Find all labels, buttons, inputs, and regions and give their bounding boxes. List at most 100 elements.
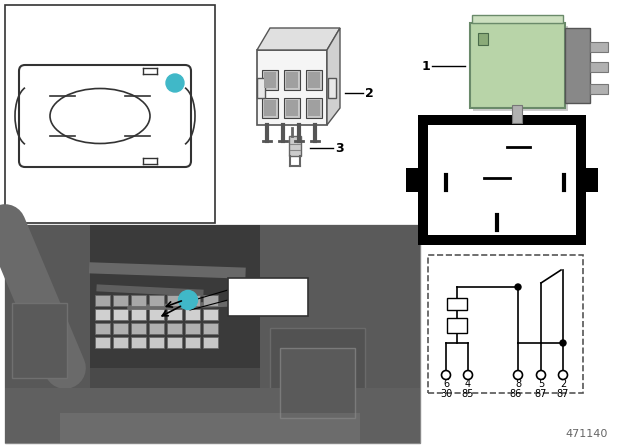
Bar (131, 295, 146, 306)
Bar (131, 309, 146, 320)
Bar (428, 125, 576, 235)
Polygon shape (327, 28, 340, 125)
Circle shape (166, 74, 184, 92)
Text: 30: 30 (435, 168, 445, 177)
Text: 3: 3 (335, 142, 343, 155)
Bar (308, 72, 320, 88)
Bar (284, 70, 300, 90)
Text: 2: 2 (560, 379, 566, 389)
Bar (167, 295, 182, 306)
Bar (5, 225, 420, 443)
Bar (586, 168, 598, 192)
Text: 87: 87 (511, 134, 523, 143)
Bar (306, 70, 322, 90)
Bar (512, 105, 522, 123)
Bar (149, 337, 164, 348)
Text: 471140: 471140 (566, 429, 608, 439)
Circle shape (515, 284, 521, 290)
Text: 87: 87 (535, 389, 547, 399)
Bar (260, 225, 420, 443)
Bar (95, 337, 110, 348)
Bar (264, 72, 276, 88)
Text: K1*1B: K1*1B (248, 297, 288, 310)
Bar (262, 70, 278, 90)
Text: 6: 6 (443, 379, 449, 389)
Bar (167, 309, 182, 320)
Bar (447, 318, 467, 333)
Bar (284, 98, 300, 118)
Bar (113, 337, 128, 348)
Bar (113, 309, 128, 320)
Bar (308, 100, 320, 116)
Bar (185, 295, 200, 306)
Bar (228, 278, 308, 316)
Bar (60, 413, 360, 443)
Bar (473, 26, 568, 111)
Text: 87: 87 (557, 389, 569, 399)
Circle shape (513, 370, 522, 379)
Bar (185, 323, 200, 334)
Bar (590, 42, 608, 52)
Bar (264, 100, 276, 116)
Bar (5, 5, 215, 223)
Bar (95, 295, 110, 306)
Bar (590, 84, 608, 94)
Bar (289, 136, 301, 156)
Text: 1: 1 (172, 78, 179, 88)
Text: 4: 4 (465, 379, 471, 389)
Bar (149, 309, 164, 320)
Text: 30: 30 (440, 389, 452, 399)
Bar (428, 255, 583, 393)
Bar (95, 323, 110, 334)
Bar (113, 323, 128, 334)
Bar (257, 78, 265, 98)
Bar (167, 337, 182, 348)
Text: 86: 86 (509, 389, 521, 399)
Bar (286, 100, 298, 116)
Polygon shape (257, 28, 340, 50)
Bar (286, 72, 298, 88)
Circle shape (179, 290, 198, 310)
Bar (590, 62, 608, 72)
Bar (203, 295, 218, 306)
Bar (328, 78, 336, 98)
Bar (149, 323, 164, 334)
Bar (95, 309, 110, 320)
Bar (262, 98, 278, 118)
Text: 1: 1 (422, 60, 430, 73)
Circle shape (559, 370, 568, 379)
Bar (257, 50, 327, 125)
FancyBboxPatch shape (19, 65, 191, 167)
Bar (90, 225, 270, 368)
Circle shape (536, 370, 545, 379)
Bar (5, 388, 420, 443)
Bar (470, 23, 565, 108)
Text: 85: 85 (462, 389, 474, 399)
Ellipse shape (50, 89, 150, 143)
Bar (565, 28, 590, 103)
Bar (12, 303, 67, 378)
Bar (418, 115, 586, 245)
Bar (167, 323, 182, 334)
Text: 86: 86 (486, 216, 498, 225)
Text: 1: 1 (184, 295, 191, 305)
Text: K1: K1 (259, 281, 276, 294)
Text: 85: 85 (556, 168, 568, 177)
Bar (185, 337, 200, 348)
Bar (131, 337, 146, 348)
Text: 2: 2 (365, 86, 373, 99)
Bar (406, 168, 418, 192)
Text: 87: 87 (488, 165, 500, 175)
Bar (185, 309, 200, 320)
Bar (203, 309, 218, 320)
Bar (447, 298, 467, 310)
Polygon shape (5, 225, 90, 443)
Bar (472, 15, 563, 23)
Bar (306, 98, 322, 118)
Circle shape (442, 370, 451, 379)
Bar (131, 323, 146, 334)
Circle shape (560, 340, 566, 346)
Bar (270, 328, 365, 428)
Bar (478, 33, 488, 45)
Bar (113, 295, 128, 306)
